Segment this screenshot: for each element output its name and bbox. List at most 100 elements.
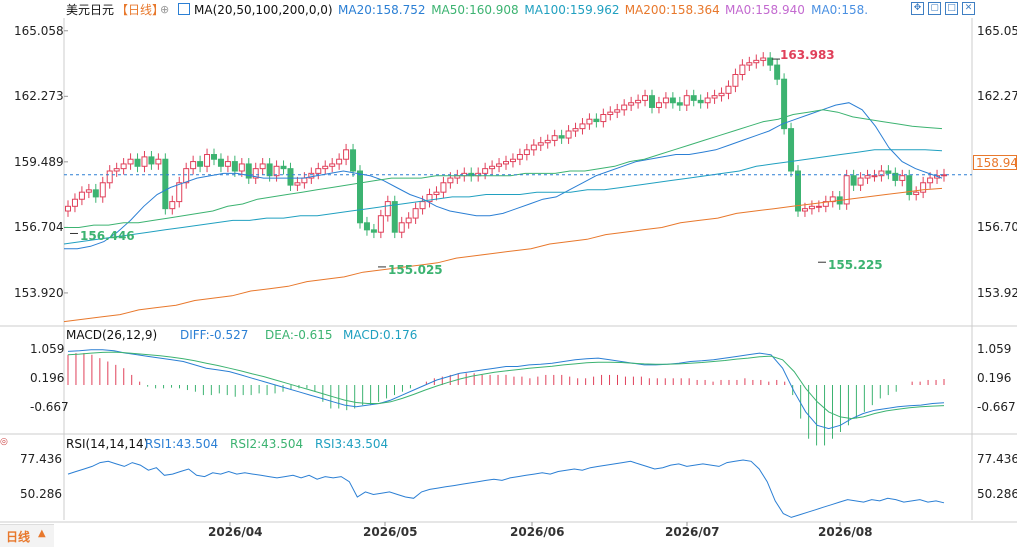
rsi-tick-left-0: 77.436 [20, 452, 62, 467]
candle-body-32 [287, 168, 294, 186]
candle-body-123 [920, 182, 927, 193]
candle-body-74 [579, 123, 586, 130]
ma-title: MA(20,50,100,200,0,0) [194, 3, 333, 17]
candle-body-38 [329, 163, 336, 167]
ma-value-3: MA200:158.364 [624, 3, 720, 17]
chart-type-icon[interactable] [178, 3, 190, 15]
price-tick-right-0: 165.058 [977, 23, 1017, 38]
candle-body-45 [377, 215, 384, 233]
candle-body-36 [315, 168, 322, 174]
candle-body-112 [843, 175, 850, 205]
candle-body-124 [927, 177, 934, 184]
candle-body-31 [280, 165, 287, 170]
settings-icon[interactable]: ⊕ [160, 3, 170, 16]
candle-body-23 [224, 161, 231, 167]
candle-body-86 [662, 97, 669, 104]
candle-body-14 [162, 158, 169, 210]
candle-body-18 [190, 161, 197, 170]
candle-body-34 [301, 177, 308, 184]
candle-body-101 [767, 57, 774, 66]
candle-body-84 [649, 95, 655, 108]
candle-body-53 [433, 191, 440, 196]
price-tick-left-2: 159.489 [14, 154, 64, 169]
price-tick-left-3: 156.704 [14, 220, 64, 235]
candle-body-67 [530, 144, 537, 151]
candle-body-113 [850, 175, 857, 186]
candle-body-107 [808, 205, 815, 210]
candle-body-21 [211, 154, 217, 160]
candle-body-106 [801, 208, 808, 212]
candle-body-27 [252, 168, 259, 179]
rsi-tick-right-1: 50.286 [977, 487, 1017, 502]
price-tick-left-4: 153.920 [14, 285, 64, 300]
candle-body-121 [906, 175, 913, 196]
close-icon[interactable]: ✕ [962, 2, 975, 15]
candle-body-1 [71, 198, 78, 207]
candle-body-30 [273, 165, 280, 177]
annotation-high: 163.983 [780, 48, 835, 63]
candle-body-51 [419, 201, 426, 210]
candle-body-40 [343, 149, 350, 160]
annotation-low-2: 155.025 [388, 262, 443, 277]
candle-body-93 [711, 95, 718, 99]
candle-body-33 [294, 182, 301, 186]
candle-body-88 [676, 102, 683, 106]
candle-body-109 [822, 201, 829, 207]
grid-icon[interactable]: ✥ [911, 2, 924, 15]
candle-body-0 [65, 205, 71, 212]
candle-body-52 [426, 194, 433, 203]
bottom-tab-daily[interactable]: 日线 ▲ [0, 524, 54, 547]
time-tick-1: 2026/05 [363, 525, 418, 539]
candle-body-118 [885, 170, 892, 174]
candle-body-25 [238, 163, 245, 172]
candle-body-10 [134, 158, 141, 167]
candle-body-55 [447, 177, 454, 184]
candle-body-6 [106, 170, 113, 184]
candle-body-105 [795, 170, 801, 212]
candle-body-82 [635, 99, 642, 104]
candle-body-102 [774, 64, 781, 80]
candle-body-87 [669, 97, 676, 104]
ma-value-0: MA20:158.752 [338, 3, 426, 17]
candle-body-16 [176, 182, 183, 203]
candle-body-115 [864, 175, 871, 179]
maximize-icon[interactable]: □ [945, 2, 958, 15]
candle-body-89 [683, 95, 690, 106]
candle-body-4 [92, 189, 99, 198]
candle-body-2 [78, 191, 85, 200]
candle-body-17 [183, 168, 190, 184]
macd-value-2: MACD:0.176 [343, 328, 418, 342]
candle-body-49 [405, 217, 412, 224]
candle-body-90 [690, 95, 697, 101]
macd-tick-right-2: -0.667 [977, 400, 1016, 415]
chevron-down-icon: ▲ [38, 528, 46, 539]
macd-tick-right-0: 1.059 [977, 342, 1012, 357]
candle-body-39 [336, 158, 343, 165]
candle-body-103 [781, 78, 788, 130]
candle-body-77 [600, 114, 607, 123]
candle-body-79 [614, 109, 621, 113]
candle-body-48 [398, 222, 405, 233]
restore-icon[interactable]: ▢ [928, 2, 941, 15]
time-tick-0: 2026/04 [208, 525, 263, 539]
candle-body-122 [913, 191, 920, 196]
period-label[interactable]: 【日线】 [116, 3, 165, 17]
macd-tick-left-1: 0.196 [30, 371, 65, 386]
candle-body-83 [642, 95, 649, 101]
ma-value-5: MA0:158. [811, 3, 869, 17]
candle-body-20 [204, 154, 211, 167]
candle-body-68 [537, 142, 544, 146]
rsi-tick-left-1: 50.286 [20, 487, 62, 502]
macd-value-1: DEA:-0.615 [265, 328, 333, 342]
ma-line-ma20 [64, 102, 943, 250]
candle-body-5 [99, 182, 106, 198]
ma-line-ma200 [63, 187, 943, 323]
candle-body-117 [878, 170, 885, 177]
candle-body-37 [322, 165, 329, 170]
candle-body-54 [440, 182, 447, 193]
marker-icon: ◎ [0, 437, 8, 447]
candle-body-9 [127, 158, 134, 165]
candle-body-94 [718, 92, 725, 97]
ma-line-ma50 [64, 109, 943, 228]
